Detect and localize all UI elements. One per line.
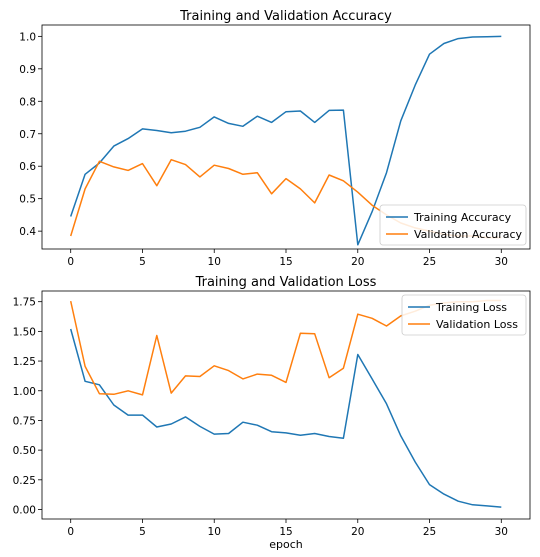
y-tick-label: 1.25 [13,356,36,368]
legend-entry-label: Training Loss [435,301,507,314]
legend-entry-label: Validation Accuracy [414,228,523,241]
y-tick-label: 1.0 [19,31,36,43]
x-tick-label: 5 [139,256,146,268]
legend: Training Loss Validation Loss [401,294,527,336]
x-tick-label: 20 [351,526,364,538]
y-tick-label: 1.50 [13,326,36,338]
x-tick-label: 25 [423,256,436,268]
legend-box [401,294,527,336]
legend-entry-label: Validation Loss [436,318,518,331]
y-tick-label: 1.00 [13,386,36,398]
legend: Training Accuracy Validation Accuracy [379,204,527,246]
legend-box [379,204,527,246]
y-tick-label: 0.9 [19,64,36,76]
y-tick-label: 0.7 [19,129,36,141]
x-tick-label: 25 [423,526,436,538]
loss-plot-area: 0 5 10 15 20 25 30 0.00 0.25 0.50 0.75 1.00 1.25 1.50… [13,290,531,538]
x-tick-label: 0 [67,256,74,268]
y-tick-label: 0.75 [13,415,36,427]
x-tick-label: 30 [495,526,508,538]
x-tick-label: 10 [208,526,221,538]
accuracy-plot-area: 0 5 10 15 20 25 30 0.4 0.5 0.6 0.7 0.8 0.9 1.0 Trainin… [19,24,531,268]
y-tick-label: 0.25 [13,475,36,487]
y-tick-label: 0.5 [19,194,36,206]
accuracy-panel: Training and Validation Accuracy 0 5 10 15 2… [19,9,531,268]
accuracy-chart-title: Training and Validation Accuracy [179,9,392,24]
x-tick-label: 30 [495,256,508,268]
series-line-training-accuracy [69,35,502,246]
y-tick-label: 0.8 [19,96,36,108]
x-tick-label: 0 [67,526,74,538]
loss-panel: Training and Validation Loss 0 5 10 15 20 25 3… [13,275,531,551]
loss-x-axis-label: epoch [269,538,303,551]
y-tick-label: 0.4 [19,226,36,238]
loss-chart-title: Training and Validation Loss [195,275,377,290]
y-tick-label: 0.00 [13,505,36,517]
y-tick-label: 1.75 [13,297,36,309]
x-tick-label: 15 [279,256,292,268]
x-tick-label: 15 [279,526,292,538]
x-tick-label: 10 [208,256,221,268]
x-tick-label: 20 [351,256,364,268]
y-tick-label: 0.6 [19,161,36,173]
legend-entry-label: Training Accuracy [413,211,512,224]
series-line-training-loss [69,328,502,508]
x-tick-label: 5 [139,526,146,538]
y-tick-label: 0.50 [13,445,36,457]
